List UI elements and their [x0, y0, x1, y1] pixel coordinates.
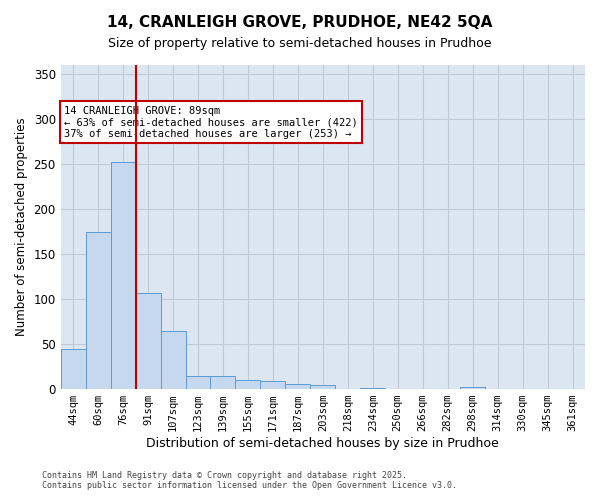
Text: 14 CRANLEIGH GROVE: 89sqm
← 63% of semi-detached houses are smaller (422)
37% of: 14 CRANLEIGH GROVE: 89sqm ← 63% of semi-… [64, 106, 358, 138]
Bar [235, 380, 260, 389]
Text: 14, CRANLEIGH GROVE, PRUDHOE, NE42 5QA: 14, CRANLEIGH GROVE, PRUDHOE, NE42 5QA [107, 15, 493, 30]
X-axis label: Distribution of semi-detached houses by size in Prudhoe: Distribution of semi-detached houses by … [146, 437, 499, 450]
Bar [260, 381, 286, 389]
Y-axis label: Number of semi-detached properties: Number of semi-detached properties [15, 118, 28, 336]
Bar [86, 232, 110, 389]
Bar [360, 388, 385, 389]
Bar [310, 386, 335, 389]
Bar [61, 350, 86, 389]
Bar [460, 388, 485, 389]
Bar [110, 162, 136, 389]
Bar [211, 376, 235, 389]
Bar [136, 293, 161, 389]
Bar [185, 376, 211, 389]
Bar [286, 384, 310, 389]
Text: Contains HM Land Registry data © Crown copyright and database right 2025.
Contai: Contains HM Land Registry data © Crown c… [42, 470, 457, 490]
Bar [161, 330, 185, 389]
Text: Size of property relative to semi-detached houses in Prudhoe: Size of property relative to semi-detach… [108, 38, 492, 51]
